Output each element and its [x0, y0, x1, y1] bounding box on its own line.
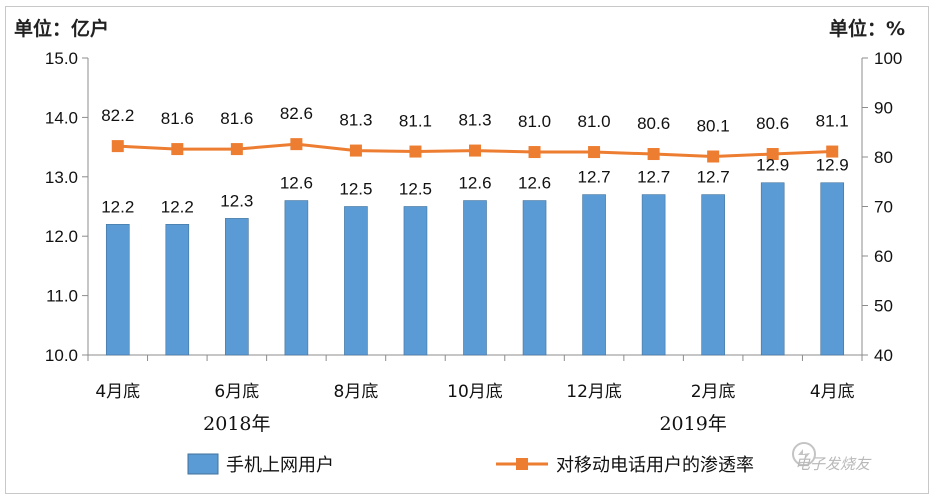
category-label: 8月底: [334, 382, 379, 402]
y-right-tick-label: 100: [874, 49, 902, 68]
line-point: [111, 140, 124, 153]
bar-data-label: 12.7: [578, 168, 611, 187]
y-left-tick-label: 14.0: [45, 108, 78, 127]
line-data-label: 80.6: [756, 114, 789, 133]
bar: [225, 218, 249, 356]
bar: [701, 194, 725, 356]
bar: [105, 224, 130, 356]
bar: [344, 206, 368, 356]
bar-data-label: 12.3: [220, 191, 253, 210]
line-point: [647, 148, 660, 161]
line-series: [111, 138, 839, 163]
line-point: [409, 145, 422, 158]
line-data-label: 82.2: [101, 106, 134, 125]
line-point: [766, 148, 779, 161]
bar-series: [105, 182, 845, 356]
line-point: [707, 150, 720, 163]
bar-data-label: 12.2: [101, 197, 134, 216]
line-point: [826, 145, 839, 158]
line-point: [528, 146, 541, 159]
bar: [582, 194, 606, 356]
right-axis-unit: 单位：%: [829, 18, 906, 40]
bar-data-label: 12.6: [280, 174, 313, 193]
category-label: 12月底: [566, 382, 622, 402]
y-left-tick-label: 13.0: [45, 168, 78, 187]
y-right-tick-label: 70: [874, 198, 893, 217]
bar-data-label: 12.5: [399, 180, 432, 199]
bar: [522, 200, 547, 356]
data-labels: 12.2 12.2 12.3 12.6 12.5 12.5 12.6 12.6 12.7 12.7…: [101, 104, 849, 216]
line-data-label: 80.1: [697, 117, 730, 136]
legend-label-line: 对移动电话用户的渗透率: [556, 455, 754, 476]
line-data-label: 81.6: [161, 109, 194, 128]
bar-data-label: 12.9: [756, 156, 789, 175]
bar: [820, 182, 845, 356]
bar-data-label: 12.6: [518, 174, 551, 193]
bar-data-label: 12.6: [458, 174, 491, 193]
legend: 手机上网用户 对移动电话用户的渗透率: [187, 453, 754, 476]
line-data-label: 81.1: [816, 112, 849, 131]
y-left-tick-label: 10.0: [45, 346, 78, 365]
line-point: [588, 146, 601, 159]
line-point: [290, 138, 303, 151]
line-data-label: 81.3: [458, 111, 491, 130]
category-axis-labels: 4月底 6月底 8月底 10月底 12月底 2月底 4月底 2018年 2019年: [95, 382, 854, 435]
bar: [403, 206, 428, 356]
bar: [165, 224, 190, 356]
bar-data-label: 12.7: [637, 168, 670, 187]
y-left-tick-label: 12.0: [45, 227, 78, 246]
year-label: 2018年: [203, 413, 270, 435]
y-right-tick-label: 90: [874, 99, 893, 118]
bar-data-label: 12.2: [161, 197, 194, 216]
watermark-logo-icon: [792, 442, 816, 466]
line-point: [349, 144, 362, 157]
category-label: 6月底: [214, 382, 259, 402]
year-label: 2019年: [659, 413, 726, 435]
bar: [641, 194, 666, 356]
bar: [463, 200, 487, 356]
line-point: [171, 143, 184, 156]
line-data-label: 82.6: [280, 104, 313, 123]
legend-swatch-bar: [187, 453, 219, 475]
line-data-label: 80.6: [637, 114, 670, 133]
bar: [284, 200, 309, 356]
bar: [760, 182, 785, 356]
y-left-tick-label: 15.0: [45, 49, 78, 68]
y-right-tick-label: 50: [874, 297, 893, 316]
line-point: [230, 143, 243, 156]
bar-data-label: 12.5: [339, 180, 372, 199]
line-data-label: 81.0: [518, 112, 551, 131]
y-right-tick-label: 60: [874, 247, 893, 266]
bar-data-label: 12.7: [697, 168, 730, 187]
legend-swatch-marker: [516, 458, 528, 470]
bar-data-label: 12.9: [816, 156, 849, 175]
category-label: 4月底: [95, 382, 140, 402]
line-data-label: 81.3: [339, 111, 372, 130]
line-point: [469, 144, 481, 157]
y-right-tick-label: 80: [874, 148, 893, 167]
watermark-text: 电子发烧友: [795, 455, 871, 473]
category-label: 2月底: [691, 382, 736, 402]
category-label: 4月底: [810, 382, 855, 402]
legend-label-bar: 手机上网用户: [226, 455, 334, 476]
left-axis-unit: 单位：亿户: [14, 18, 110, 40]
y-left-tick-label: 11.0: [46, 287, 78, 306]
category-label: 10月底: [447, 382, 503, 402]
y-right-tick-label: 40: [874, 346, 893, 365]
line-data-label: 81.6: [220, 109, 253, 128]
line-data-label: 81.0: [578, 112, 611, 131]
line-data-label: 81.1: [399, 112, 432, 131]
